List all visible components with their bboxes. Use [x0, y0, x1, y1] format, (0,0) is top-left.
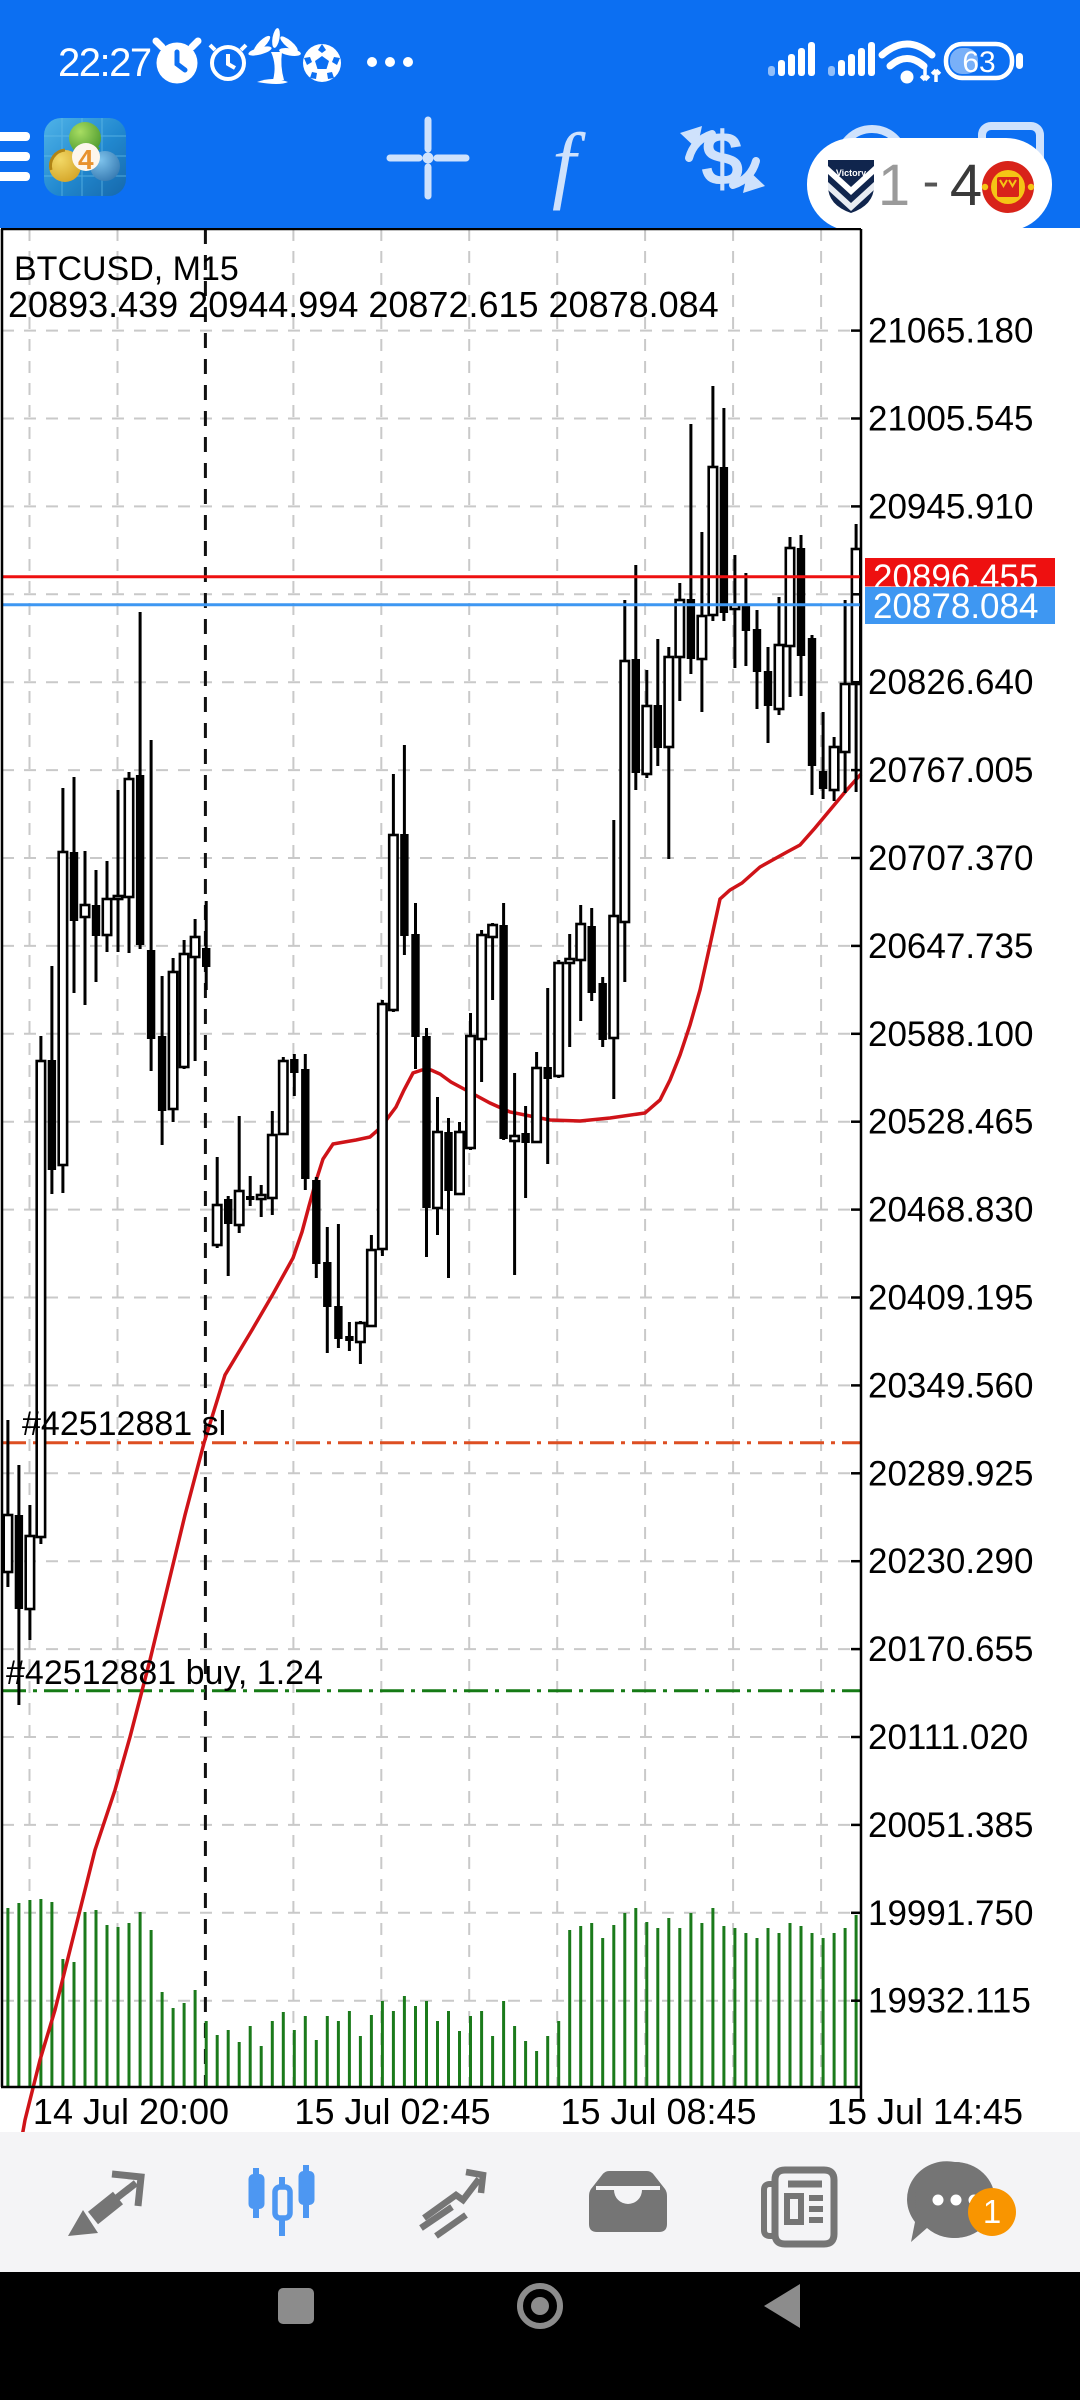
- svg-text:20170.655: 20170.655: [868, 1630, 1033, 1669]
- svg-text:20289.925: 20289.925: [868, 1454, 1033, 1493]
- svg-text:20051.385: 20051.385: [868, 1806, 1033, 1845]
- svg-text:4: 4: [78, 144, 94, 175]
- svg-text:4: 4: [950, 153, 982, 218]
- svg-text:20528.465: 20528.465: [868, 1103, 1033, 1142]
- svg-text:15 Jul 02:45: 15 Jul 02:45: [294, 2091, 490, 2132]
- svg-text:14 Jul 20:00: 14 Jul 20:00: [33, 2091, 229, 2132]
- svg-text:20767.005: 20767.005: [868, 751, 1033, 790]
- svg-text:f: f: [552, 115, 586, 211]
- svg-text:Victory: Victory: [836, 168, 866, 178]
- svg-text:19991.750: 19991.750: [868, 1894, 1033, 1933]
- svg-text:20349.560: 20349.560: [868, 1366, 1033, 1405]
- svg-text:$: $: [701, 117, 743, 202]
- svg-text:22:27: 22:27: [58, 41, 151, 85]
- svg-text:BTCUSD, M15: BTCUSD, M15: [14, 250, 239, 288]
- svg-text:19932.115: 19932.115: [868, 1982, 1031, 2021]
- svg-text:20468.830: 20468.830: [868, 1191, 1033, 1230]
- svg-text:20647.735: 20647.735: [868, 927, 1033, 966]
- svg-text:#42512881 sl: #42512881 sl: [22, 1405, 226, 1443]
- svg-text:20409.195: 20409.195: [868, 1279, 1033, 1318]
- svg-text:20707.370: 20707.370: [868, 839, 1033, 878]
- svg-text:20230.290: 20230.290: [868, 1542, 1033, 1581]
- svg-text:#42512881 buy, 1.24: #42512881 buy, 1.24: [6, 1654, 323, 1692]
- svg-text:20588.100: 20588.100: [868, 1015, 1033, 1054]
- svg-text:1: 1: [878, 153, 910, 218]
- svg-text:20893.439 20944.994 20872.615: 20893.439 20944.994 20872.615 20878.084: [8, 284, 719, 325]
- svg-text:21065.180: 21065.180: [868, 312, 1033, 351]
- svg-text:63: 63: [962, 46, 995, 79]
- svg-text:-: -: [923, 153, 940, 209]
- svg-text:20111.020: 20111.020: [868, 1718, 1028, 1757]
- svg-text:20945.910: 20945.910: [868, 487, 1033, 526]
- svg-text:1: 1: [983, 2193, 1001, 2230]
- svg-text:20878.084: 20878.084: [873, 587, 1038, 626]
- svg-text:20826.640: 20826.640: [868, 663, 1033, 702]
- svg-text:15 Jul 14:45: 15 Jul 14:45: [827, 2091, 1023, 2132]
- svg-text:21005.545: 21005.545: [868, 400, 1033, 439]
- svg-text:15 Jul 08:45: 15 Jul 08:45: [560, 2091, 756, 2132]
